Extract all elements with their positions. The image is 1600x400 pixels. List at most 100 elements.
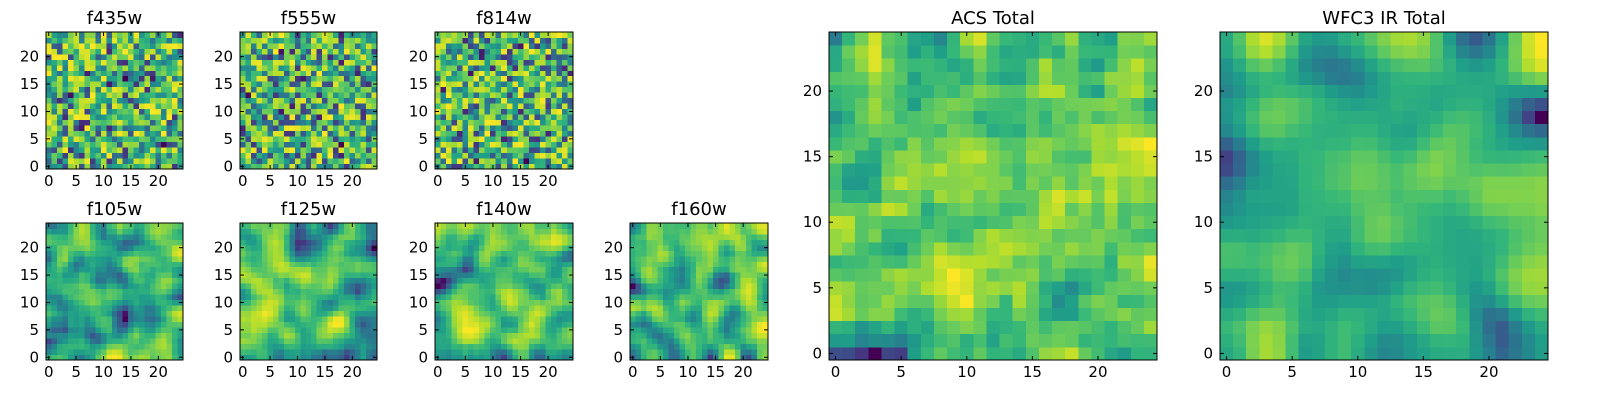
heatmap-cell [360,86,367,93]
heatmap-cell [111,136,118,142]
heatmap-cell [240,64,246,71]
heatmap-cell [73,64,80,71]
heatmap-cell [294,158,301,164]
heatmap-cell [133,228,140,235]
heatmap-cell [523,354,530,361]
heatmap-cell [56,70,63,77]
heatmap-cell [111,277,118,284]
heatmap-cell [322,53,329,60]
heatmap-cell [506,228,513,235]
heatmap-cell [360,343,367,350]
heatmap-cell [272,64,279,71]
heatmap-cell [278,125,285,132]
heatmap-cell [550,305,557,312]
heatmap-cell [128,288,135,295]
heatmap-cell [663,338,670,344]
heatmap-cell [501,261,508,268]
heatmap-cell [84,223,91,229]
heatmap-cell [501,114,508,121]
heatmap-cell [712,299,719,306]
heatmap-cell [473,223,480,229]
heatmap-cell [327,343,334,350]
heatmap-cell [451,244,458,251]
heatmap-cell [550,147,557,153]
heatmap-cell [294,250,301,257]
heatmap-cell [534,158,541,164]
heatmap-cell [484,163,491,170]
heatmap-cell [316,158,323,164]
heatmap-cell [690,305,697,312]
heatmap-cell [166,305,173,312]
heatmap-cell [947,281,961,295]
heatmap-cell [635,261,642,268]
heatmap-cell [289,343,296,350]
heatmap-cell [894,294,909,308]
heatmap-cell [51,103,58,110]
heatmap-cell [89,327,96,333]
heatmap-cell [46,261,52,268]
heatmap-cell [473,294,480,301]
heatmap-cell [1078,228,1092,243]
heatmap-cell [46,338,52,344]
heatmap-cell [139,136,146,142]
heatmap-cell [283,338,290,344]
heatmap-cell [371,332,378,339]
heatmap-cell [512,81,519,88]
heatmap-cell [745,228,752,235]
heatmap-cell [528,321,535,328]
heatmap-cell [1012,281,1027,295]
y-tick-label: 0 [29,157,39,175]
heatmap-cell [327,233,334,240]
heatmap-cell [355,125,361,132]
heatmap-cell [360,114,367,121]
heatmap-cell [512,108,519,115]
heatmap-cell [144,42,151,49]
heatmap-cell [556,228,563,235]
heatmap-cell [556,70,563,77]
heatmap-cell [344,152,350,159]
heatmap-cell [155,332,162,339]
heatmap-cell [528,141,535,148]
heatmap-cell [473,97,480,104]
heatmap-cell [440,266,447,273]
heatmap-cell [523,250,530,257]
heatmap-cell [371,255,378,262]
heatmap-cell [523,261,530,268]
heatmap-cell [462,261,469,268]
heatmap-cell [349,255,356,262]
heatmap-cell [245,261,252,268]
heatmap-cell [561,299,568,306]
heatmap-cell [506,147,513,153]
heatmap-cell [106,147,113,153]
heatmap-cell [855,255,869,269]
heatmap-cell [457,119,463,126]
heatmap-cell [479,75,486,82]
heatmap-cell [523,266,530,273]
heatmap-cell [322,343,329,350]
heatmap-cell [305,321,312,328]
heatmap-cell [89,119,96,126]
heatmap-cell [484,228,491,235]
heatmap-cell [150,349,156,355]
heatmap-cell [150,103,156,110]
heatmap-cell [561,261,568,268]
heatmap-cell [67,64,74,71]
heatmap-cell [144,114,151,121]
heatmap-cell [679,305,686,312]
heatmap-cell [842,150,856,164]
heatmap-cell [166,255,173,262]
heatmap-cell [139,59,146,66]
heatmap-cell [139,114,146,121]
heatmap-cell [89,283,96,290]
heatmap-cell [894,189,909,203]
heatmap-cell [751,338,758,344]
heatmap-cell [122,53,129,60]
heatmap-cell [294,233,301,240]
heatmap-cell [545,92,552,99]
heatmap-cell [723,305,730,312]
heatmap-cell [674,305,681,312]
heatmap-cell [300,163,307,170]
heatmap-cell [842,281,856,295]
heatmap-cell [316,70,323,77]
